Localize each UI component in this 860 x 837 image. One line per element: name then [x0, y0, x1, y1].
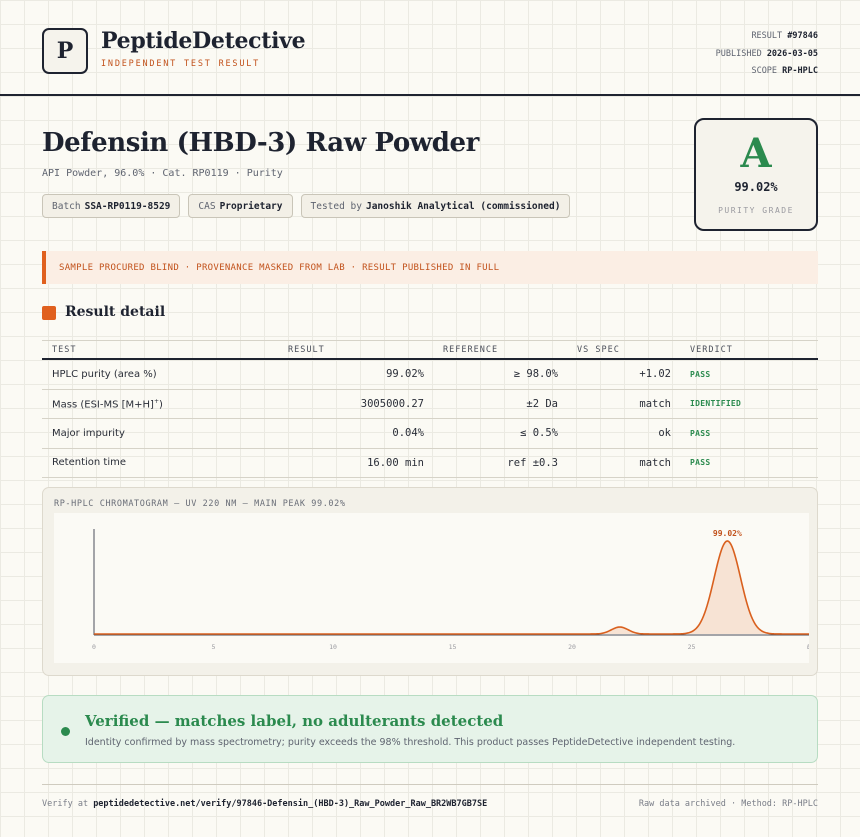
- x-tick-label: 25: [688, 643, 696, 651]
- notice-text: SAMPLE PROCURED BLIND · PROVENANCE MASKE…: [59, 262, 500, 273]
- meta-result-label: RESULT: [751, 31, 783, 41]
- grade-letter: A: [740, 130, 772, 177]
- cell-reference: ≤ 0.5%: [520, 427, 558, 440]
- cell-vs-spec: +1.02: [639, 368, 671, 381]
- footer-note: Raw data archived · Method: RP-HPLC: [638, 799, 818, 809]
- cell-result: 3005000.27: [360, 397, 424, 410]
- section-marker-icon: [42, 306, 56, 320]
- x-tick-label: 5: [212, 643, 216, 651]
- x-tick-label: 10: [329, 643, 337, 651]
- peak-label: 99.02%: [713, 529, 742, 538]
- verified-body: Identity confirmed by mass spectrometry;…: [85, 737, 736, 748]
- results-table: TEST RESULT REFERENCE VS SPEC VERDICT HP…: [42, 340, 818, 478]
- chip-batch-value: SSA-RP0119-8529: [84, 200, 171, 212]
- cell-vs-spec: ok: [658, 427, 671, 440]
- cell-verdict: PASS: [690, 428, 711, 438]
- header-divider: [0, 94, 860, 96]
- cell-test-text: Mass (ESI-MS [M+H]: [52, 398, 154, 410]
- x-tick-label: 20: [568, 643, 576, 651]
- cell-reference: ref ±0.3: [507, 456, 558, 469]
- cell-vs-spec: match: [639, 397, 671, 410]
- cell-test: Mass (ESI-MS [M+H]+): [42, 398, 247, 410]
- table-row: Major impurity 0.04% ≤ 0.5% ok PASS: [42, 419, 818, 449]
- chromatogram-plot: 99.02% 0 5 10 15 20 25 30min: [54, 513, 809, 663]
- meta-published: PUBLISHED 2026-03-05: [716, 46, 818, 64]
- cell-reference: ≥ 98.0%: [513, 368, 558, 381]
- section-title: Result detail: [65, 304, 166, 320]
- col-vs-spec: VS SPEC: [577, 344, 620, 355]
- meta-result: RESULT #97846: [716, 28, 818, 46]
- x-unit-label: min: [807, 643, 809, 651]
- procurement-notice: SAMPLE PROCURED BLIND · PROVENANCE MASKE…: [42, 251, 818, 284]
- verified-dot-icon: [61, 727, 70, 736]
- chromatogram-panel: RP-HPLC CHROMATOGRAM — UV 220 NM — MAIN …: [42, 487, 818, 676]
- chip-tested-by-value: Janoshik Analytical (commissioned): [365, 200, 561, 212]
- meta-result-value: #97846: [787, 31, 818, 41]
- chip-cas: CAS Proprietary: [188, 194, 293, 218]
- chip-tested-by: Tested by Janoshik Analytical (commission…: [300, 194, 571, 218]
- x-tick-label: 0: [92, 643, 96, 651]
- cell-vs-spec: match: [639, 456, 671, 469]
- chromatogram-title: RP-HPLC CHROMATOGRAM — UV 220 NM — MAIN …: [54, 499, 346, 509]
- footer-divider: [42, 784, 818, 785]
- product-subline: API Powder, 96.0% · Cat. RP0119 · Purity: [42, 168, 283, 179]
- grade-percent: 99.02%: [734, 180, 778, 194]
- brand-name: PeptideDetective: [101, 28, 306, 54]
- brand-logo: P: [42, 28, 88, 74]
- meta-published-label: PUBLISHED: [715, 48, 762, 59]
- purity-grade-card: A 99.02% PURITY GRADE: [694, 118, 818, 231]
- x-tick-label: 30: [807, 643, 809, 651]
- grade-label: PURITY GRADE: [718, 206, 794, 215]
- peak-area: [94, 541, 809, 634]
- chip-cas-label: CAS: [198, 200, 216, 212]
- footer-verify-prefix: Verify at: [42, 799, 89, 809]
- verify-link[interactable]: peptidedetective.net/verify/97846-Defens…: [93, 799, 488, 809]
- cell-test: Retention time: [52, 457, 126, 469]
- cell-test: Major impurity: [52, 427, 125, 439]
- col-test: TEST: [52, 344, 77, 355]
- cell-reference: ±2 Da: [526, 397, 558, 410]
- cell-verdict: IDENTIFIED: [690, 399, 742, 409]
- verified-title: Verified — matches label, no adulterants…: [85, 712, 504, 730]
- col-verdict: VERDICT: [690, 344, 733, 355]
- x-tick-label: 15: [449, 643, 457, 651]
- cell-test-end: ): [159, 398, 163, 410]
- cell-verdict: PASS: [690, 369, 711, 379]
- cell-result: 0.04%: [392, 427, 424, 440]
- cell-verdict: PASS: [690, 458, 711, 468]
- meta-published-value: 2026-03-05: [766, 48, 818, 59]
- chip-batch: Batch SSA-RP0119-8529: [42, 194, 181, 218]
- page-title: Defensin (HBD-3) Raw Powder: [42, 128, 479, 158]
- table-header: TEST RESULT REFERENCE VS SPEC VERDICT: [42, 340, 818, 360]
- table-row: HPLC purity (area %) 99.02% ≥ 98.0% +1.0…: [42, 360, 818, 390]
- cell-result: 99.02%: [386, 368, 424, 381]
- meta-scope: SCOPE RP-HPLC: [716, 63, 818, 81]
- meta-scope-value: RP-HPLC: [782, 66, 818, 76]
- table-row: Mass (ESI-MS [M+H]+) 3005000.27 ±2 Da ma…: [42, 390, 818, 419]
- cell-result: 16.00 min: [367, 456, 424, 469]
- meta-scope-label: SCOPE: [751, 66, 778, 76]
- col-result: RESULT: [288, 344, 325, 355]
- chip-batch-label: Batch: [52, 200, 81, 212]
- chromatogram-trace: [94, 540, 809, 635]
- chromatogram-svg: 99.02% 0 5 10 15 20 25 30min: [92, 529, 809, 651]
- chip-tested-by-label: Tested by: [310, 200, 362, 212]
- table-row: Retention time 16.00 min ref ±0.3 match …: [42, 449, 818, 478]
- cell-test-sup: +: [153, 397, 159, 405]
- col-reference: REFERENCE: [443, 344, 499, 355]
- cell-test: HPLC purity (area %): [52, 368, 157, 380]
- brand-tagline: INDEPENDENT TEST RESULT: [101, 59, 261, 69]
- result-meta: RESULT #97846 PUBLISHED 2026-03-05 SCOPE…: [716, 28, 818, 81]
- verified-banner: Verified — matches label, no adulterants…: [42, 695, 818, 763]
- chip-cas-value: Proprietary: [219, 200, 283, 212]
- product-chips: Batch SSA-RP0119-8529 CAS Proprietary Test…: [42, 194, 571, 218]
- footer-verify: Verify at peptidedetective.net/verify/97…: [42, 799, 487, 809]
